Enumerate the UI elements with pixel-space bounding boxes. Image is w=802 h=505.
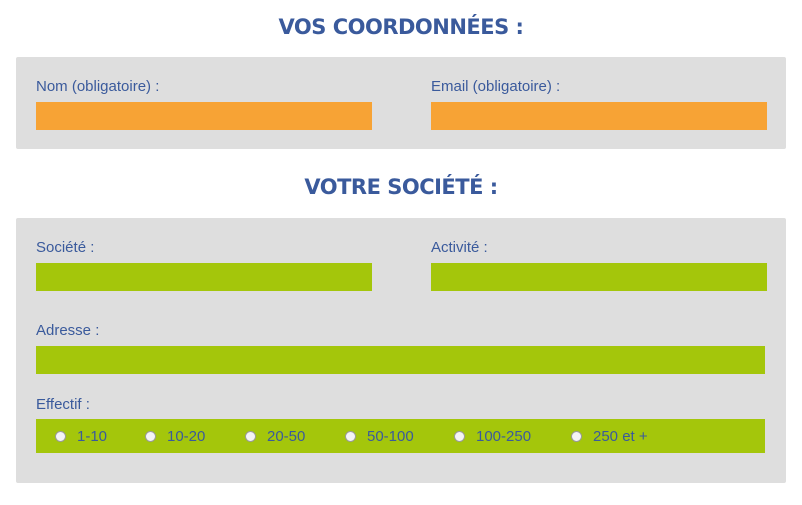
effectif-option-label: 250 et + xyxy=(593,427,648,445)
effectif-option-label: 100-250 xyxy=(476,427,532,445)
effectif-option-100-250[interactable]: 100-250 xyxy=(454,419,531,453)
effectif-radio-group: 1-10 10-20 20-50 50-100 100-250 250 et + xyxy=(36,419,765,453)
radio-button-icon[interactable] xyxy=(345,430,356,442)
radio-button-icon[interactable] xyxy=(55,430,66,442)
societe-panel: Société : Activité : Adresse : Effectif … xyxy=(16,218,786,483)
nom-input[interactable] xyxy=(36,102,372,130)
effectif-option-label: 10-20 xyxy=(167,427,206,445)
effectif-option-label: 1-10 xyxy=(77,427,108,445)
effectif-option-label: 50-100 xyxy=(367,427,414,445)
activite-label: Activité : xyxy=(431,239,488,256)
effectif-option-20-50[interactable]: 20-50 xyxy=(245,419,305,453)
radio-button-icon[interactable] xyxy=(245,430,256,442)
radio-button-icon[interactable] xyxy=(454,430,465,442)
activite-input[interactable] xyxy=(431,263,767,291)
effectif-option-10-20[interactable]: 10-20 xyxy=(145,419,205,453)
email-input[interactable] xyxy=(431,102,767,130)
effectif-option-label: 20-50 xyxy=(267,427,306,445)
adresse-label: Adresse : xyxy=(36,322,100,339)
nom-label: Nom (obligatoire) : xyxy=(36,78,160,95)
effectif-option-50-100[interactable]: 50-100 xyxy=(345,419,414,453)
section-title-coordonnees: VOS COORDONNÉES : xyxy=(278,15,524,39)
radio-button-icon[interactable] xyxy=(145,430,156,442)
coordonnees-panel: Nom (obligatoire) : Email (obligatoire) … xyxy=(16,57,786,149)
adresse-input[interactable] xyxy=(36,346,765,374)
societe-input[interactable] xyxy=(36,263,372,291)
section-title-societe: VOTRE SOCIÉTÉ : xyxy=(304,175,498,199)
effectif-option-1-10[interactable]: 1-10 xyxy=(55,419,107,453)
radio-button-icon[interactable] xyxy=(571,430,582,442)
email-label: Email (obligatoire) : xyxy=(431,78,561,95)
effectif-option-250-plus[interactable]: 250 et + xyxy=(571,419,648,453)
effectif-label: Effectif : xyxy=(36,396,90,413)
societe-label: Société : xyxy=(36,239,95,256)
